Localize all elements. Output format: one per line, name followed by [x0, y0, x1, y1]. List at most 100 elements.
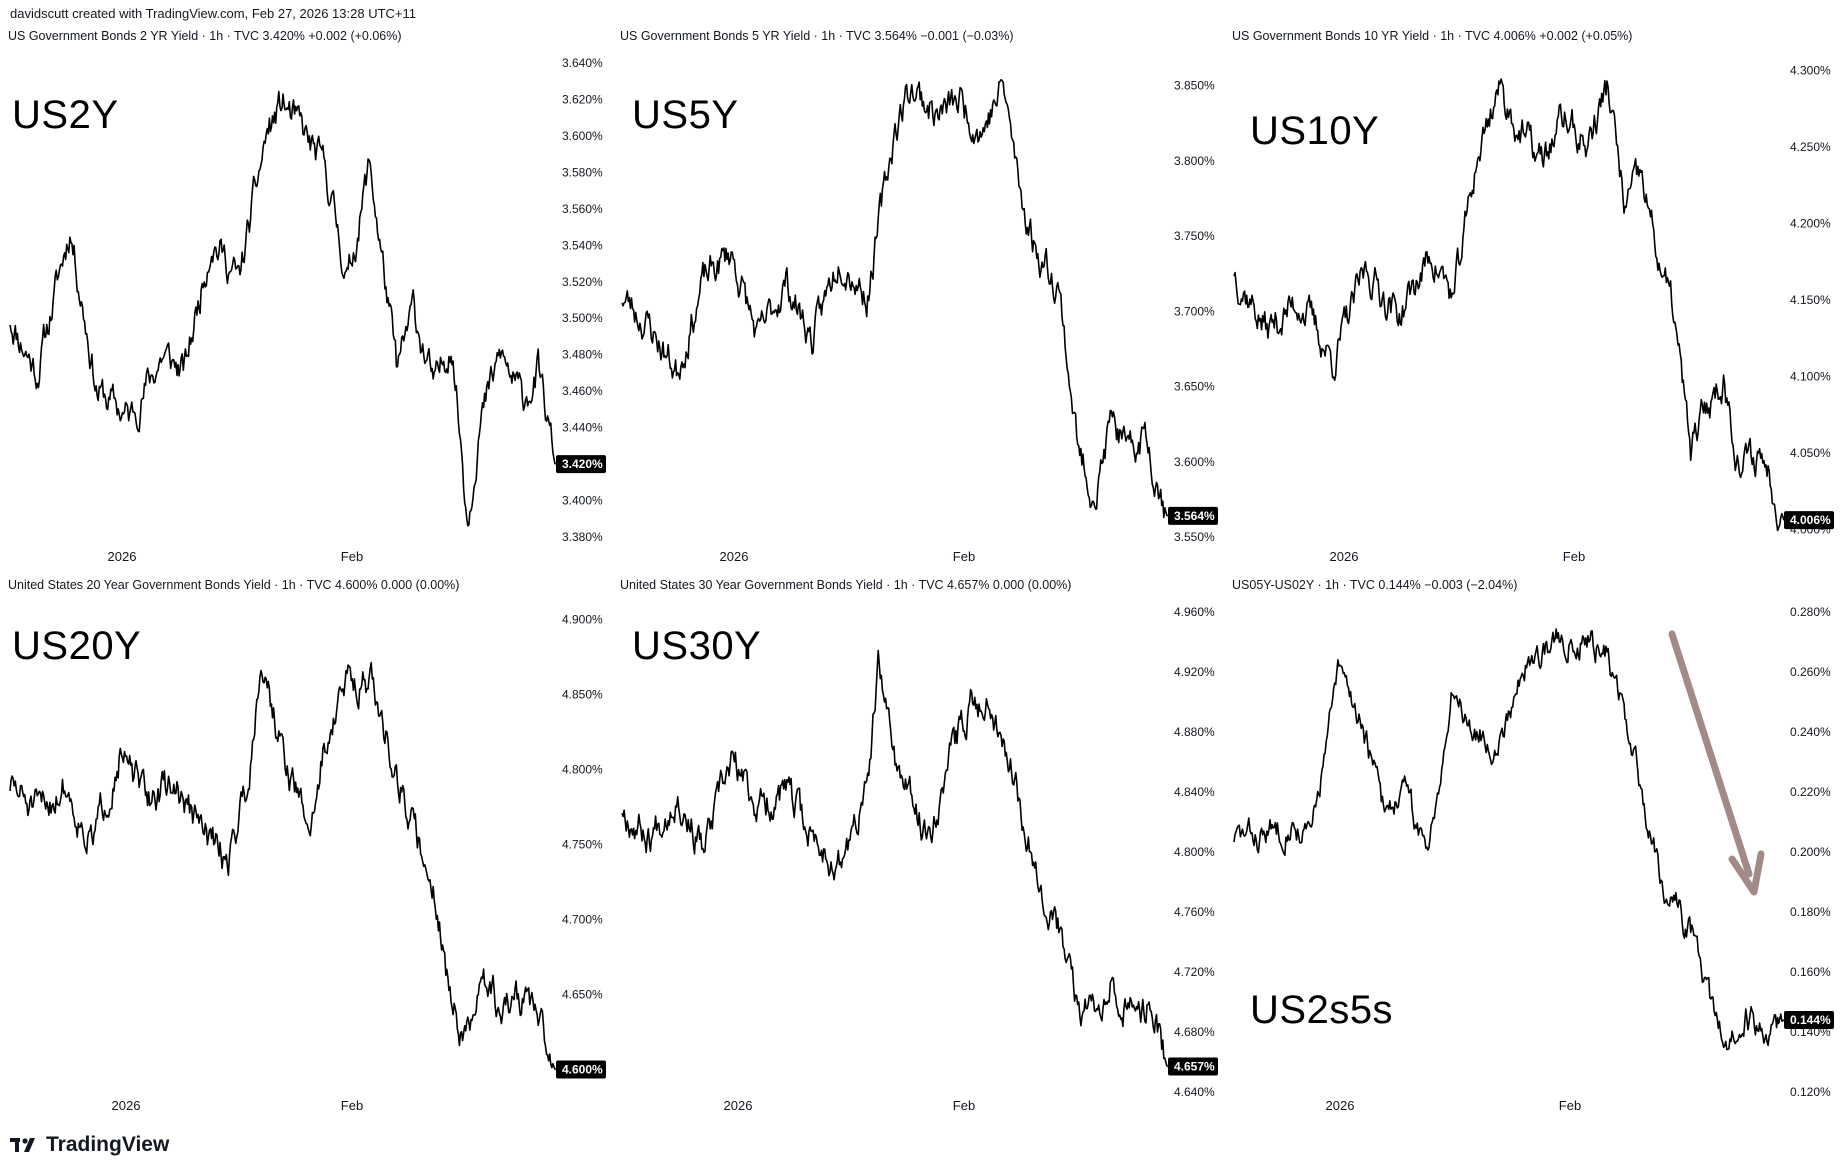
chart-panel-us2y: 3.640% 3.620% 3.600% 3.580% 3.560% 3.540% 3.52… [0, 25, 612, 565]
y-tick-label: 3.560% [562, 202, 603, 216]
last-value-text: 3.564% [1174, 509, 1215, 523]
last-value-text: 0.144% [1790, 1013, 1831, 1027]
y-tick-label: 4.850% [562, 688, 603, 702]
y-tick-label: 4.800% [562, 763, 603, 777]
series-line [621, 649, 1168, 1067]
last-value-text: 4.600% [562, 1063, 603, 1077]
series-line [1233, 628, 1785, 1051]
y-tick-label: 4.200% [1790, 217, 1831, 231]
y-tick-label: 3.400% [562, 494, 603, 508]
chart-title: US Government Bonds 10 YR Yield · 1h · T… [1232, 29, 1633, 43]
y-tick-label: 3.640% [562, 56, 603, 70]
x-axis-label: Feb [1563, 549, 1585, 564]
chart-svg[interactable]: 3.640% 3.620% 3.600% 3.580% 3.560% 3.540% 3.52… [0, 25, 612, 565]
y-tick-label: 4.750% [562, 838, 603, 852]
x-axis-label: Feb [953, 1098, 975, 1113]
chart-svg[interactable]: 4.300% 4.250% 4.200% 4.150% 4.100% 4.050% 4.00… [1224, 25, 1841, 565]
x-axis-label: 2026 [720, 549, 749, 564]
y-tick-label: 0.160% [1790, 965, 1831, 979]
y-tick-label: 3.540% [562, 238, 603, 252]
chart-svg[interactable]: 0.280% 0.260% 0.240% 0.220% 0.200% 0.180% 0.16… [1224, 574, 1841, 1114]
y-tick-label: 4.720% [1174, 965, 1215, 979]
y-tick-label: 4.150% [1790, 293, 1831, 307]
y-tick-label: 4.650% [562, 988, 603, 1002]
chart-symbol-label: US30Y [632, 624, 762, 668]
x-axis-label: 2026 [108, 549, 137, 564]
tradingview-brand[interactable]: TradingView [10, 1133, 169, 1157]
y-tick-label: 4.920% [1174, 665, 1215, 679]
y-tick-label: 4.680% [1174, 1025, 1215, 1039]
downtrend-arrow-shaft [1668, 630, 1753, 878]
chart-title: US Government Bonds 5 YR Yield · 1h · TV… [620, 29, 1014, 43]
y-tick-label: 4.960% [1174, 605, 1215, 619]
chart-svg[interactable]: 4.960% 4.920% 4.880% 4.840% 4.800% 4.760% 4.72… [612, 574, 1224, 1114]
chart-symbol-label: US20Y [12, 624, 142, 668]
series-line [1233, 78, 1785, 532]
x-axis-label: Feb [1559, 1098, 1581, 1113]
x-axis-label: 2026 [1330, 549, 1359, 564]
y-tick-label: 4.050% [1790, 446, 1831, 460]
chart-symbol-label: US2s5s [1250, 988, 1394, 1032]
y-tick-label: 3.600% [562, 129, 603, 143]
y-tick-label: 3.480% [562, 348, 603, 362]
chart-panel-us5y: 3.850% 3.800% 3.750% 3.700% 3.650% 3.600% 3.55… [612, 25, 1224, 565]
y-tick-label: 0.280% [1790, 605, 1831, 619]
y-tick-label: 3.600% [1174, 455, 1215, 469]
last-value-text: 4.006% [1790, 513, 1831, 527]
last-value-text: 3.420% [562, 457, 603, 471]
last-value-badge [1784, 1011, 1834, 1029]
y-tick-label: 0.120% [1790, 1085, 1831, 1099]
series-line [9, 90, 556, 527]
chart-panel-us10y: 4.300% 4.250% 4.200% 4.150% 4.100% 4.050% 4.00… [1224, 25, 1841, 565]
tradingview-logo-icon [10, 1138, 35, 1152]
last-value-badge [1168, 1057, 1218, 1076]
series-line [9, 661, 556, 1070]
y-tick-label: 4.900% [562, 613, 603, 627]
y-tick-label: 3.380% [562, 530, 603, 544]
y-tick-label: 3.800% [1174, 154, 1215, 168]
y-tick-label: 4.800% [1174, 845, 1215, 859]
last-value-badge [1168, 506, 1218, 525]
y-tick-label: 3.580% [562, 165, 603, 179]
y-tick-label: 4.840% [1174, 785, 1215, 799]
series-line [621, 78, 1168, 519]
chart-panel-us2s5s: 0.280% 0.260% 0.240% 0.220% 0.200% 0.180% 0.16… [1224, 574, 1841, 1114]
y-tick-label: 0.180% [1790, 905, 1831, 919]
y-tick-label: 3.620% [562, 92, 603, 106]
y-tick-label: 4.100% [1790, 369, 1831, 383]
chart-svg[interactable]: 4.900% 4.850% 4.800% 4.750% 4.700% 4.650% 4.60… [0, 574, 612, 1114]
y-tick-label: 3.500% [562, 311, 603, 325]
x-axis-label: Feb [341, 549, 363, 564]
chart-title: United States 20 Year Government Bonds Y… [8, 578, 460, 592]
y-tick-label: 0.220% [1790, 785, 1831, 799]
chart-panel-us20y: 4.900% 4.850% 4.800% 4.750% 4.700% 4.650% 4.60… [0, 574, 612, 1114]
chart-svg[interactable]: 3.850% 3.800% 3.750% 3.700% 3.650% 3.600% 3.55… [612, 25, 1224, 565]
y-tick-label: 3.850% [1174, 79, 1215, 93]
y-tick-label: 3.550% [1174, 530, 1215, 544]
y-tick-label: 4.640% [1174, 1085, 1215, 1099]
x-axis-label: 2026 [724, 1098, 753, 1113]
chart-panel-us30y: 4.960% 4.920% 4.880% 4.840% 4.800% 4.760% 4.72… [612, 574, 1224, 1114]
chart-symbol-label: US10Y [1250, 109, 1380, 153]
x-axis-label: 2026 [1326, 1098, 1355, 1113]
y-tick-label: 4.700% [562, 913, 603, 927]
y-tick-label: 3.650% [1174, 380, 1215, 394]
last-value-badge [556, 455, 606, 474]
y-tick-label: 0.240% [1790, 725, 1831, 739]
downtrend-arrow-head-icon [1728, 850, 1765, 896]
x-axis-label: 2026 [112, 1098, 141, 1113]
chart-symbol-label: US5Y [632, 93, 739, 137]
chart-title: United States 30 Year Government Bonds Y… [620, 578, 1072, 592]
chart-symbol-label: US2Y [12, 93, 119, 137]
y-tick-label: 3.440% [562, 421, 603, 435]
chart-title: US05Y-US02Y · 1h · TVC 0.144% −0.003 (−2… [1232, 578, 1518, 592]
last-value-badge [556, 1060, 606, 1079]
chart-title: US Government Bonds 2 YR Yield · 1h · TV… [8, 29, 402, 43]
y-tick-label: 4.760% [1174, 905, 1215, 919]
y-tick-label: 4.300% [1790, 64, 1831, 78]
brand-text: TradingView [46, 1133, 170, 1156]
y-tick-label: 3.520% [562, 275, 603, 289]
x-axis-label: Feb [953, 549, 975, 564]
y-tick-label: 3.750% [1174, 229, 1215, 243]
last-value-text: 4.657% [1174, 1060, 1215, 1074]
